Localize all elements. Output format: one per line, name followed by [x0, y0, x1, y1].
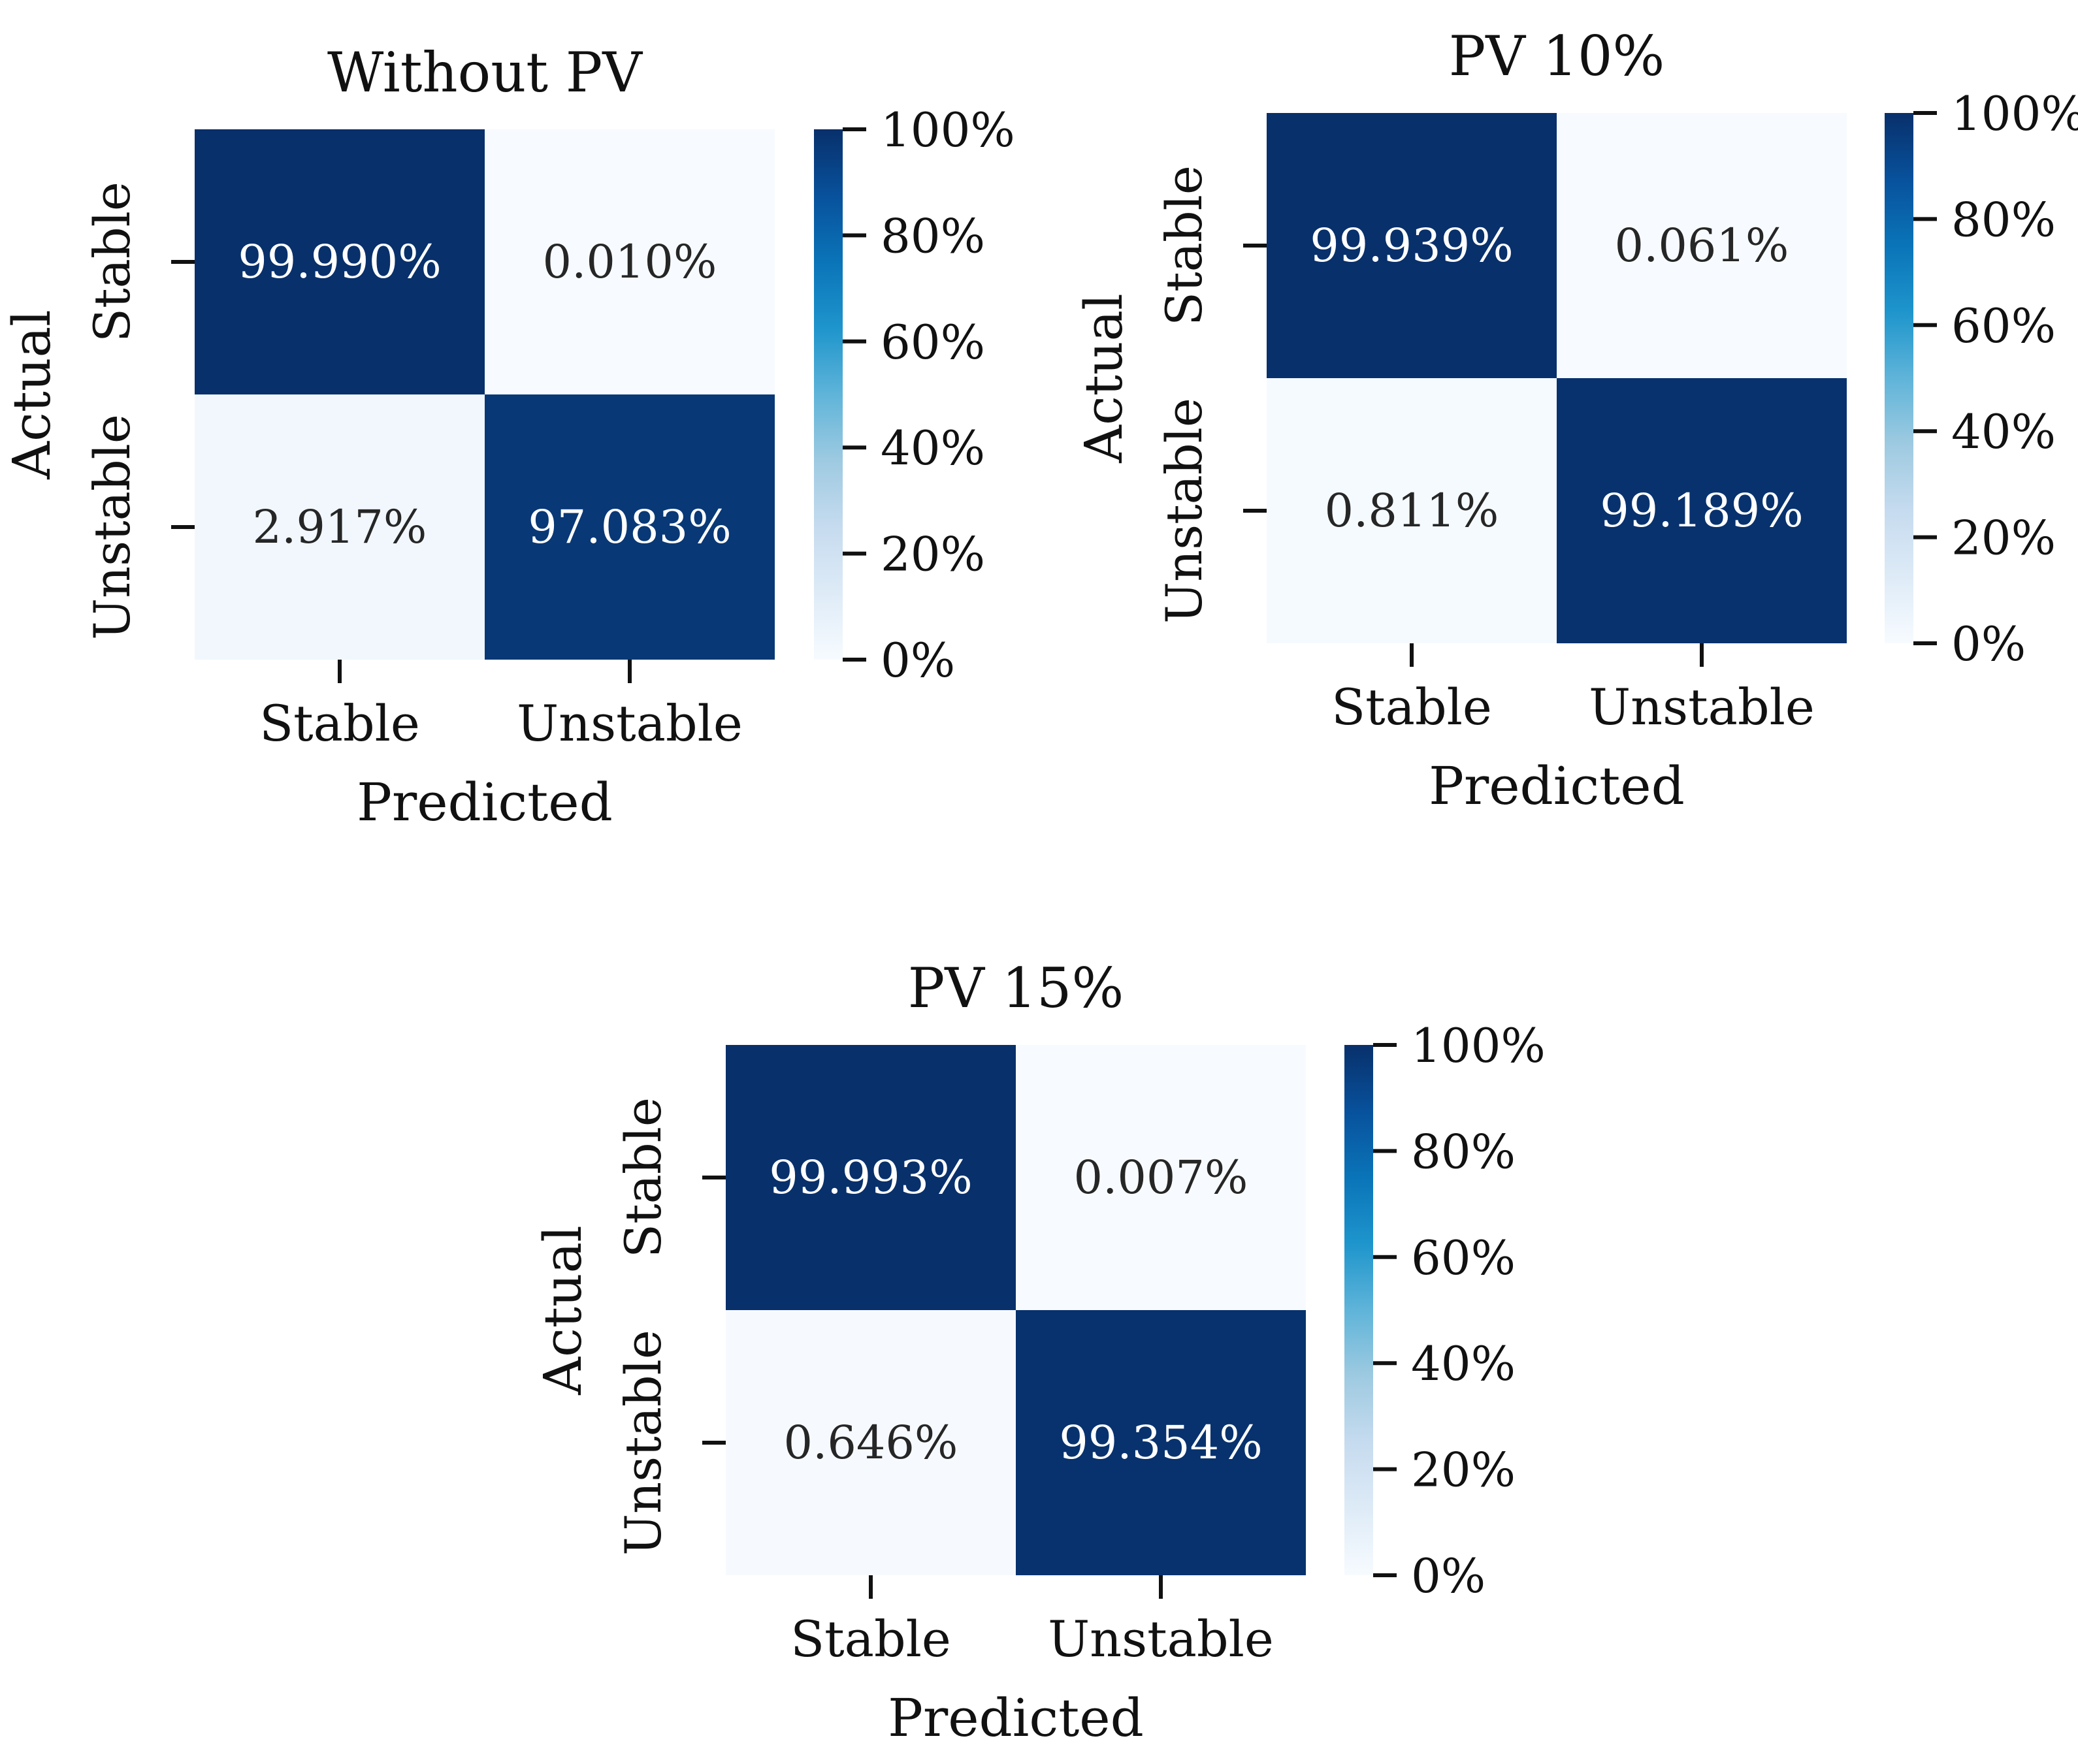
x-tick-label: Stable	[259, 694, 420, 752]
y-tick-label: Unstable	[83, 414, 141, 640]
colorbar-tick-label: 20%	[881, 527, 985, 582]
y-tick-label: Unstable	[1155, 398, 1213, 624]
colorbar-tick-label: 40%	[1951, 404, 2056, 459]
colorbar	[1344, 1045, 1373, 1575]
x-axis-label: Predicted	[888, 1688, 1144, 1748]
y-tick-label: Stable	[83, 182, 141, 342]
heatmap-cell	[726, 1310, 1016, 1575]
colorbar-tick-label: 0%	[1951, 617, 2026, 671]
confusion-matrix-panel: PV 10% 99.939% 0.061% 0.811% 99.189% Stable Un…	[1073, 24, 2078, 816]
colorbar-tick-label: 100%	[1411, 1018, 1546, 1073]
x-axis-label: Predicted	[357, 772, 613, 833]
chart-title: PV 15%	[908, 956, 1124, 1020]
heatmap-cell	[485, 394, 775, 660]
colorbar-tick-label: 60%	[1951, 298, 2056, 353]
heatmap-cell	[195, 129, 485, 394]
chart-title: PV 10%	[1449, 24, 1665, 88]
x-tick-label: Unstable	[517, 694, 743, 752]
heatmap-cell	[1557, 113, 1847, 378]
heatmap-cell	[1267, 378, 1557, 643]
colorbar-tick-label: 100%	[1951, 86, 2078, 141]
cell-value-label: 0.646%	[784, 1416, 958, 1469]
confusion-matrix-panel: PV 15% 99.993% 0.007% 0.646% 99.354% Stable Un…	[532, 956, 1546, 1748]
chart-title: Without PV	[327, 40, 643, 104]
colorbar	[1885, 113, 1913, 643]
heatmap-cell	[726, 1045, 1016, 1310]
cell-value-label: 0.007%	[1074, 1151, 1248, 1204]
confusion-matrix-panel: Without PV 99.990% 0.010% 2.917% 97.083% Stab…	[1, 40, 1015, 833]
colorbar-tick-label: 80%	[1411, 1124, 1516, 1179]
colorbar	[814, 129, 843, 660]
cell-value-label: 99.993%	[769, 1151, 972, 1204]
colorbar-tick-label: 80%	[881, 208, 985, 263]
x-axis-label: Predicted	[1429, 756, 1685, 816]
colorbar-tick-label: 60%	[881, 315, 985, 370]
colorbar-tick-label: 40%	[1411, 1336, 1516, 1391]
cell-value-label: 99.939%	[1310, 219, 1513, 272]
y-tick-label: Stable	[1155, 165, 1213, 326]
x-tick-label: Stable	[1331, 678, 1492, 736]
colorbar-tick-label: 80%	[1951, 192, 2056, 247]
heatmap-cell	[1016, 1045, 1306, 1310]
colorbar-tick-label: 0%	[1411, 1548, 1485, 1603]
heatmap-cell	[485, 129, 775, 394]
colorbar-tick-label: 20%	[1411, 1443, 1516, 1498]
y-axis-label: Actual	[1073, 293, 1134, 464]
x-tick-label: Unstable	[1589, 678, 1815, 736]
y-axis-label: Actual	[532, 1225, 593, 1396]
cell-value-label: 99.354%	[1059, 1416, 1262, 1469]
x-tick-label: Unstable	[1048, 1610, 1274, 1668]
colorbar-tick-label: 0%	[881, 633, 955, 688]
heatmap-cell	[1557, 378, 1847, 643]
heatmap-cell	[195, 394, 485, 660]
heatmap-cell	[1267, 113, 1557, 378]
colorbar-tick-label: 40%	[881, 421, 985, 475]
y-axis-label: Actual	[1, 310, 62, 480]
cell-value-label: 0.811%	[1325, 484, 1499, 537]
cell-value-label: 0.061%	[1615, 219, 1789, 272]
cell-value-label: 97.083%	[528, 500, 731, 554]
y-tick-label: Stable	[614, 1097, 672, 1258]
colorbar-tick-label: 20%	[1951, 511, 2056, 566]
colorbar-tick-label: 100%	[881, 103, 1015, 157]
cell-value-label: 99.189%	[1600, 484, 1803, 537]
heatmap-cell	[1016, 1310, 1306, 1575]
y-tick-label: Unstable	[614, 1330, 672, 1556]
x-tick-label: Stable	[790, 1610, 951, 1668]
cell-value-label: 2.917%	[253, 500, 427, 554]
colorbar-tick-label: 60%	[1411, 1230, 1516, 1285]
cell-value-label: 99.990%	[238, 235, 441, 289]
cell-value-label: 0.010%	[543, 235, 717, 289]
